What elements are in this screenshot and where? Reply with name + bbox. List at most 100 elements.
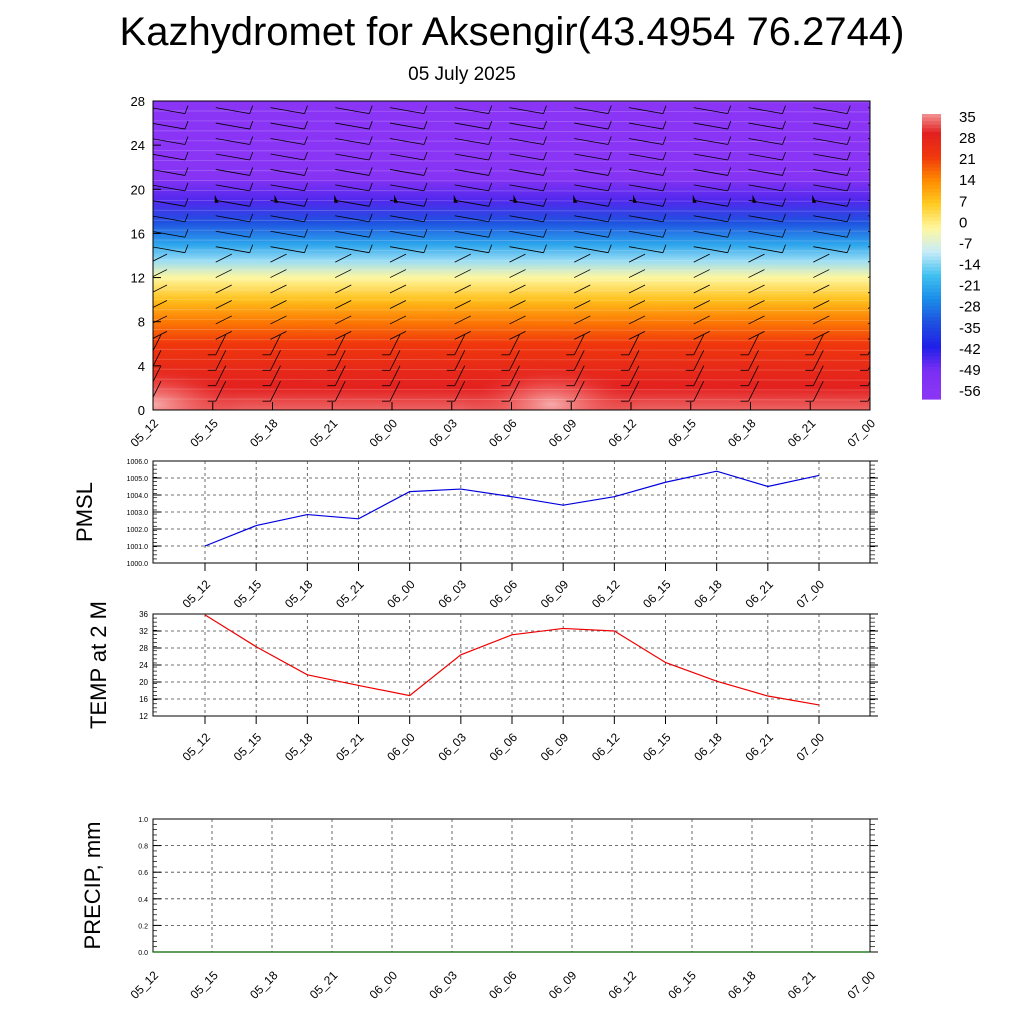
wind-barb-flag bbox=[488, 229, 493, 238]
colorbar-segment bbox=[922, 114, 941, 119]
wind-barb bbox=[574, 215, 609, 223]
pmsl-panel: 1000.0 1001.0 1002.0 1003.0 1004.0 1005.0 1006… bbox=[72, 459, 878, 611]
wind-barb-flag bbox=[902, 245, 905, 253]
wind-barb bbox=[574, 153, 609, 161]
wind-barb-flag bbox=[782, 120, 786, 130]
colorbar-segment bbox=[922, 292, 941, 297]
wind-barb-flag bbox=[846, 244, 851, 253]
wind-barb-flag bbox=[488, 182, 493, 192]
colorbar-label: -28 bbox=[959, 299, 981, 316]
contour-line bbox=[153, 120, 870, 123]
wind-barb bbox=[335, 246, 370, 254]
colorbar-segment bbox=[922, 309, 941, 315]
wind-barb-flag bbox=[902, 167, 905, 175]
wind-barb bbox=[270, 246, 305, 254]
wind-barb-flag bbox=[662, 120, 667, 130]
wind-barb bbox=[509, 184, 544, 192]
wind-barb-flag bbox=[662, 213, 667, 222]
wind-barb-flag bbox=[782, 213, 786, 222]
wind-barb bbox=[215, 215, 250, 223]
wind-barb bbox=[693, 153, 728, 161]
contour-line bbox=[153, 150, 870, 153]
wind-barb bbox=[215, 334, 227, 356]
wind-barb-flag bbox=[184, 120, 189, 130]
x-tick-label: 06_12 bbox=[589, 577, 623, 611]
panel-frame bbox=[152, 818, 871, 953]
wind-barb bbox=[335, 122, 370, 130]
wind-barb bbox=[693, 300, 710, 309]
pmsl-ylabel: PMSL bbox=[72, 482, 97, 542]
wind-barb bbox=[454, 122, 489, 130]
wind-barb bbox=[454, 269, 471, 278]
colorbar-segment bbox=[922, 377, 941, 382]
wind-barb bbox=[509, 300, 526, 309]
wind-barb bbox=[573, 350, 585, 371]
contour-line bbox=[153, 229, 870, 232]
wind-barb bbox=[215, 284, 232, 294]
colorbar-segment bbox=[922, 149, 941, 154]
wind-barb-flag bbox=[782, 105, 786, 114]
wind-barb-flag bbox=[423, 198, 428, 207]
wind-barb bbox=[693, 331, 710, 340]
wind-barb bbox=[748, 334, 759, 356]
wind-barb-flag bbox=[543, 213, 547, 222]
wind-barb bbox=[813, 230, 848, 238]
colorbar-segment bbox=[922, 153, 941, 158]
colorbar-segment bbox=[922, 366, 941, 372]
wind-barb bbox=[813, 300, 830, 309]
y-tick-label: 0.4 bbox=[138, 897, 148, 904]
wind-barb-flag bbox=[249, 244, 254, 253]
wind-barb bbox=[454, 230, 489, 238]
x-tick-label: 06_12 bbox=[589, 730, 623, 764]
wind-barb-flag bbox=[607, 244, 612, 253]
wind-barb bbox=[813, 246, 848, 254]
wind-barb bbox=[867, 122, 870, 124]
wind-barb bbox=[335, 169, 370, 176]
wind-barb-flag bbox=[727, 136, 732, 145]
wind-barb bbox=[573, 380, 585, 402]
wind-barb-flag bbox=[727, 229, 732, 238]
x-tick-label: 05_15 bbox=[187, 416, 221, 450]
wind-barb bbox=[748, 215, 783, 223]
wind-barb bbox=[628, 365, 640, 386]
wind-barb-flag bbox=[543, 229, 547, 238]
x-tick-label: 06_09 bbox=[538, 730, 572, 764]
contour-line bbox=[153, 249, 870, 252]
wind-barb-flag bbox=[846, 136, 851, 145]
colorbar-segment bbox=[922, 142, 941, 147]
wind-barb bbox=[215, 230, 250, 238]
colorbar-segment bbox=[922, 188, 941, 193]
x-tick-label: 06_09 bbox=[546, 416, 580, 450]
wind-barb bbox=[153, 200, 186, 207]
wind-barb bbox=[335, 253, 352, 263]
timeseries-panels: 1000.0 1001.0 1002.0 1003.0 1004.0 1005.0 1006… bbox=[72, 459, 878, 1002]
wind-barb-flag bbox=[902, 152, 905, 160]
colorbar-segment bbox=[922, 131, 941, 136]
y-tick-label: 0.6 bbox=[138, 870, 148, 877]
chart-title: Kazhydromet for Aksengir(43.4954 76.2744… bbox=[119, 10, 905, 54]
colorbar-label: 21 bbox=[959, 151, 976, 168]
y-tick-label: 36 bbox=[139, 610, 148, 619]
precip-panel: 0.0 0.2 0.4 0.6 0.8 1.0 05_12 05_15 05_18 05_21 06… bbox=[80, 817, 878, 1002]
wind-barb bbox=[389, 215, 425, 223]
colorbar-label: -56 bbox=[959, 383, 981, 400]
colorbar-label: 7 bbox=[959, 193, 967, 210]
x-tick-label: 05_12 bbox=[128, 416, 162, 450]
colorbar-segment bbox=[922, 238, 941, 243]
wind-barb bbox=[334, 380, 346, 402]
wind-barb bbox=[215, 122, 250, 130]
wind-barb bbox=[748, 365, 759, 386]
wind-barb-flag bbox=[727, 151, 732, 161]
wind-barb-flag bbox=[368, 229, 373, 238]
x-tick-label: 05_15 bbox=[231, 577, 265, 611]
wind-barb-flag bbox=[846, 167, 851, 176]
wind-barb bbox=[693, 380, 705, 402]
colorbar-segment bbox=[922, 195, 941, 201]
contour-line bbox=[153, 358, 870, 361]
wind-barb-pennant bbox=[812, 194, 817, 203]
wind-barb bbox=[509, 284, 526, 294]
wind-barb bbox=[574, 107, 609, 115]
wind-barb bbox=[748, 184, 783, 192]
wind-barb bbox=[153, 107, 186, 115]
x-tick-label: 06_15 bbox=[640, 730, 674, 764]
